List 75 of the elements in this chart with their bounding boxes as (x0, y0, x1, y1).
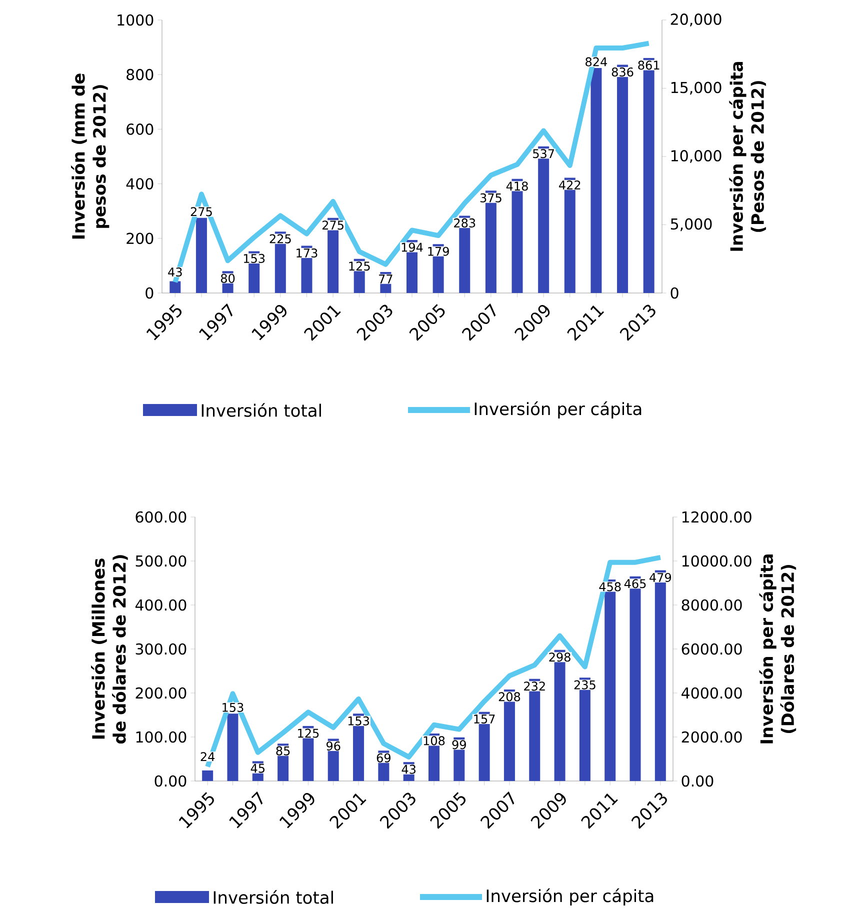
y-tick-label: 1000 (118, 14, 154, 26)
data-label: 24 (200, 752, 215, 762)
y-tick-label: 500.00 (136, 555, 186, 567)
data-label: 45 (250, 764, 264, 773)
data-label: 69 (376, 753, 390, 762)
y-tick-label: 200.00 (136, 687, 186, 699)
legend-label: Inversión per cápita (474, 401, 642, 419)
y2-tick-label: 15,000 (671, 82, 722, 95)
y-tick-label: 100.00 (136, 731, 186, 743)
legend-label: Inversión per cápita (486, 888, 654, 906)
data-label: 225 (270, 234, 291, 244)
data-label: 153 (222, 702, 244, 712)
y-tick-label: 800 (126, 68, 154, 80)
data-label: 861 (638, 60, 660, 70)
y-tick-label: 0.00 (154, 775, 186, 787)
data-label: 465 (624, 579, 646, 588)
data-label: 422 (559, 180, 580, 190)
bar (227, 714, 238, 781)
data-label: 479 (650, 572, 672, 582)
y2-tick-label: 4000.00 (682, 687, 742, 699)
data-label: 458 (599, 582, 621, 592)
data-label: 96 (326, 741, 340, 751)
data-label: 80 (220, 274, 235, 283)
data-label: 375 (480, 193, 502, 202)
data-label: 537 (533, 149, 554, 158)
data-label: 43 (402, 764, 416, 774)
bar (170, 281, 181, 293)
legend-label: Inversión total (202, 403, 321, 417)
data-label: 418 (506, 182, 528, 191)
y2-tick-label: 6000.00 (682, 643, 742, 655)
y-tick-label: 600 (126, 124, 154, 135)
data-label: 836 (612, 67, 634, 77)
y2-tick-label: 0 (670, 287, 678, 299)
y2-tick-label: 10,000 (671, 150, 722, 163)
data-label: 77 (379, 274, 392, 284)
data-label: 153 (244, 254, 265, 264)
data-label: 99 (452, 740, 466, 750)
data-label: 235 (574, 680, 596, 690)
data-label: 153 (348, 716, 369, 726)
y2-tick-label: 0.00 (682, 775, 714, 787)
y2-axis-title: Inversión per cápita (Dólares de 2012) (759, 554, 796, 744)
y2-tick-label: 10000.00 (682, 555, 752, 567)
y-tick-label: 0 (146, 287, 154, 299)
data-label: 194 (402, 242, 423, 252)
y2-tick-label: 8000.00 (682, 599, 742, 611)
y-tick-label: 200 (126, 232, 154, 244)
data-label: 298 (549, 652, 570, 662)
bar (196, 218, 207, 293)
y2-tick-label: 12000.00 (682, 511, 752, 523)
data-label: 275 (190, 207, 212, 216)
data-label: 283 (454, 218, 476, 228)
data-label: 208 (498, 692, 520, 702)
data-label: 125 (298, 728, 319, 738)
y-tick-label: 400 (126, 178, 154, 190)
legend-label: Inversión total (214, 890, 333, 904)
data-label: 125 (349, 262, 370, 271)
data-label: 824 (586, 57, 607, 66)
bar (202, 770, 214, 781)
y2-tick-label: 2000.00 (682, 731, 742, 743)
data-label: 179 (428, 246, 449, 256)
y-tick-label: 600.00 (136, 511, 186, 523)
y-tick-label: 300.00 (136, 643, 186, 655)
data-label: 85 (276, 746, 290, 756)
data-label: 275 (322, 220, 344, 230)
y-tick-label: 400.00 (135, 599, 186, 611)
data-label: 173 (296, 248, 318, 258)
y-axis-title: Inversión (Millones de dólares de 2012) (91, 555, 128, 744)
y2-tick-label: 5,000 (670, 218, 712, 232)
data-label: 232 (524, 682, 545, 691)
data-label: 108 (424, 736, 445, 746)
y-axis-title: Inversión (mm de pesos de 2012) (71, 74, 110, 239)
y2-tick-label: 20,000 (670, 14, 722, 26)
data-label: 43 (168, 267, 182, 277)
y2-axis-title: Inversión per cápita (Pesos de 2012) (729, 62, 766, 251)
data-label: 157 (474, 714, 495, 724)
